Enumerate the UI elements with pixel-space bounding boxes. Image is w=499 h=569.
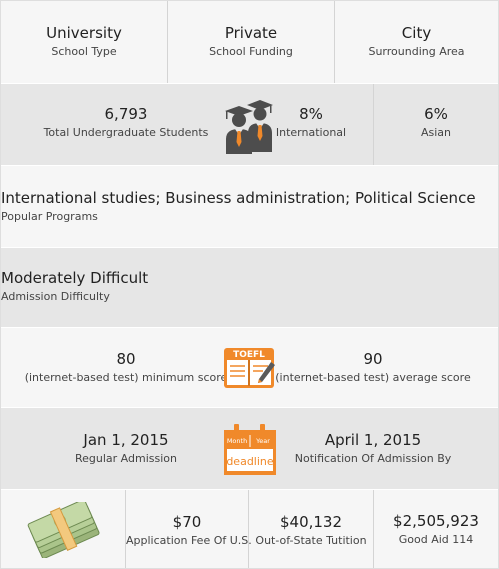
school-funding-label: School Funding bbox=[209, 45, 293, 58]
school-funding-cell: Private School Funding bbox=[168, 1, 334, 83]
undergrad-cell: 6,793 Total Undergraduate Students bbox=[1, 84, 251, 165]
costs-row: $70 Application Fee Of U.S. $40,132 Out-… bbox=[1, 489, 498, 568]
international-label: International bbox=[275, 126, 347, 139]
divider bbox=[373, 84, 374, 165]
surrounding-area-label: Surrounding Area bbox=[368, 45, 465, 58]
regular-admission-value: Jan 1, 2015 bbox=[83, 431, 169, 449]
toefl-average-value: 90 bbox=[363, 350, 383, 368]
school-funding-value: Private bbox=[224, 24, 278, 42]
school-type-label: School Type bbox=[51, 45, 117, 58]
divider bbox=[125, 490, 126, 568]
undergrad-label: Total Undergraduate Students bbox=[43, 126, 209, 139]
undergrad-value: 6,793 bbox=[104, 105, 148, 123]
programs-row: International studies; Business administ… bbox=[1, 165, 498, 247]
graduates-icon bbox=[225, 100, 273, 154]
tuition-cell: $40,132 Out-of-State Tutition bbox=[249, 490, 373, 568]
deadline-icon-month: Month bbox=[227, 437, 247, 445]
money-stack-icon bbox=[27, 502, 100, 558]
notification-label: Notification Of Admission By bbox=[294, 452, 452, 465]
asian-cell: 6% Asian bbox=[374, 84, 498, 165]
application-fee-value: $70 bbox=[172, 513, 202, 531]
toefl-average-label: (internet-based test) average score bbox=[275, 371, 471, 384]
toefl-row: 80 (internet-based test) minimum score 9… bbox=[1, 327, 498, 407]
deadline-icon-word: deadline bbox=[226, 455, 274, 468]
aid-value: $2,505,923 bbox=[393, 512, 479, 530]
programs-label: Popular Programs bbox=[1, 210, 98, 223]
tuition-label: Out-of-State Tutition bbox=[255, 534, 367, 547]
overview-row: University School Type Private School Fu… bbox=[1, 1, 498, 83]
asian-label: Asian bbox=[420, 126, 452, 139]
school-type-cell: University School Type bbox=[1, 1, 167, 83]
admission-row: Moderately Difficult Admission Difficult… bbox=[1, 247, 498, 327]
toefl-average-cell: 90 (internet-based test) average score bbox=[248, 328, 498, 407]
divider bbox=[167, 1, 168, 83]
toefl-minimum-cell: 80 (internet-based test) minimum score bbox=[1, 328, 251, 407]
admission-value: Moderately Difficult bbox=[1, 269, 149, 287]
regular-admission-label: Regular Admission bbox=[75, 452, 177, 465]
divider bbox=[248, 490, 249, 568]
international-cell: 8% International bbox=[246, 84, 376, 165]
notification-cell: April 1, 2015 Notification Of Admission … bbox=[248, 408, 498, 489]
school-type-value: University bbox=[46, 24, 122, 42]
regular-admission-cell: Jan 1, 2015 Regular Admission bbox=[1, 408, 251, 489]
tuition-value: $40,132 bbox=[279, 513, 343, 531]
divider bbox=[334, 1, 335, 83]
asian-value: 6% bbox=[424, 105, 448, 123]
toefl-minimum-label: (internet-based test) minimum score bbox=[24, 371, 228, 384]
toefl-book-icon: TOEFL bbox=[224, 348, 275, 388]
aid-cell: $2,505,923 Good Aid 114 bbox=[374, 490, 498, 568]
toefl-icon-text: TOEFL bbox=[233, 350, 265, 360]
notification-value: April 1, 2015 bbox=[324, 431, 422, 449]
deadline-row: Jan 1, 2015 Regular Admission April 1, 2… bbox=[1, 407, 498, 489]
admission-label: Admission Difficulty bbox=[1, 290, 110, 303]
aid-label: Good Aid 114 bbox=[398, 533, 474, 546]
deadline-icon-year: Year bbox=[255, 437, 270, 445]
deadline-calendar-icon: Month Year deadline bbox=[224, 424, 276, 475]
surrounding-area-cell: City Surrounding Area bbox=[335, 1, 498, 83]
international-value: 8% bbox=[299, 105, 323, 123]
programs-value: International studies; Business administ… bbox=[1, 189, 476, 207]
students-row: 6,793 Total Undergraduate Students 8% In… bbox=[1, 83, 498, 165]
toefl-minimum-value: 80 bbox=[116, 350, 136, 368]
application-fee-cell: $70 Application Fee Of U.S. bbox=[126, 490, 252, 568]
surrounding-area-value: City bbox=[401, 24, 432, 42]
application-fee-label: Application Fee Of U.S. bbox=[126, 534, 252, 547]
divider bbox=[373, 490, 374, 568]
